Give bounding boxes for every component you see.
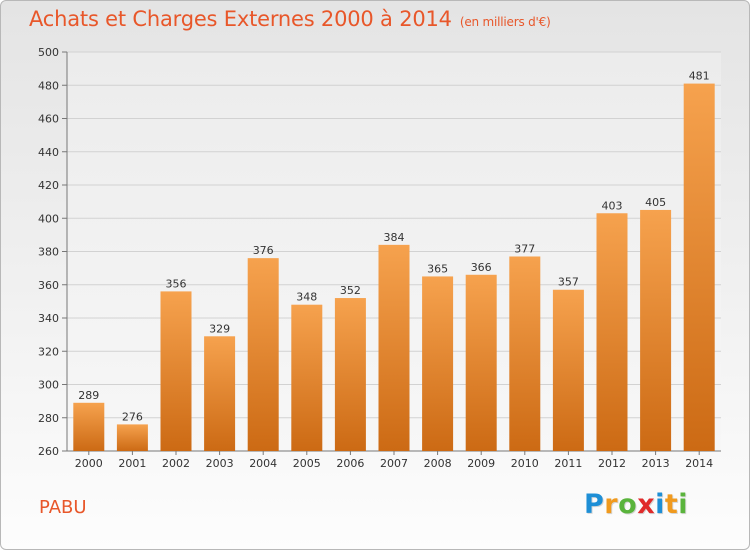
bar [116, 424, 148, 451]
bars [73, 83, 715, 452]
y-tick-label: 500 [38, 46, 59, 59]
x-tick-label: 2000 [75, 457, 103, 470]
bar [204, 336, 236, 451]
x-tick-label: 2004 [249, 457, 277, 470]
data-label: 366 [471, 261, 492, 274]
x-tick-label: 2001 [118, 457, 146, 470]
x-axis: 2000 2001 2002 2003 2004 2005 2006 2007 2008 2009… [75, 451, 713, 470]
data-label: 365 [427, 262, 448, 275]
y-tick-label: 480 [38, 79, 59, 92]
x-tick-label: 2010 [511, 457, 539, 470]
data-label: 329 [209, 322, 230, 335]
x-tick-label: 2011 [554, 457, 582, 470]
data-label: 377 [514, 242, 535, 255]
x-tick-label: 2009 [467, 457, 495, 470]
x-tick-label: 2002 [162, 457, 190, 470]
data-label: 276 [122, 410, 143, 423]
y-tick-label: 440 [38, 146, 59, 159]
brand-letter: o [618, 489, 638, 520]
chart-title: Achats et Charges Externes 2000 à 2014 (e… [29, 7, 551, 31]
bar [291, 304, 323, 451]
y-axis: 260 280 300 320 340 360 380 400 420 440 460 480 500 [38, 46, 721, 458]
data-label: 376 [253, 244, 274, 257]
data-label: 405 [645, 196, 666, 209]
bar [509, 256, 541, 451]
brand-letter: r [604, 489, 619, 520]
bar [683, 83, 715, 452]
data-label: 352 [340, 284, 361, 297]
chart-title-text: Achats et Charges Externes 2000 à 2014 [29, 7, 452, 31]
y-tick-label: 460 [38, 113, 59, 126]
y-tick-label: 260 [38, 445, 59, 458]
bar [596, 213, 628, 451]
data-label: 289 [78, 389, 99, 402]
y-tick-label: 280 [38, 412, 59, 425]
brand-letter: i [678, 489, 689, 520]
bar [465, 274, 497, 451]
y-tick-label: 300 [38, 379, 59, 392]
y-tick-label: 320 [38, 345, 59, 358]
y-tick-label: 420 [38, 179, 59, 192]
bar [73, 402, 105, 451]
data-label: 384 [384, 231, 405, 244]
bar [378, 244, 410, 451]
bar [552, 289, 584, 451]
data-label: 348 [296, 291, 317, 304]
value-labels: 289 276 356 329 376 348 352 384 365 366 377 357 403 4… [78, 70, 709, 424]
x-tick-label: 2012 [598, 457, 626, 470]
x-tick-label: 2014 [685, 457, 713, 470]
brand-letter: P [584, 489, 605, 520]
bar [640, 209, 672, 451]
y-tick-label: 400 [38, 212, 59, 225]
x-tick-label: 2006 [336, 457, 364, 470]
y-tick-label: 340 [38, 312, 59, 325]
data-label: 357 [558, 276, 579, 289]
x-tick-label: 2008 [424, 457, 452, 470]
x-tick-label: 2013 [642, 457, 670, 470]
y-tick-label: 380 [38, 246, 59, 259]
bar [422, 276, 454, 451]
x-tick-label: 2007 [380, 457, 408, 470]
chart-subtitle: (en milliers d'€) [459, 15, 551, 29]
bar [247, 258, 279, 451]
data-label: 356 [166, 277, 187, 290]
brand-letter: t [664, 489, 679, 520]
brand-letter: x [637, 489, 656, 520]
bar [160, 291, 192, 451]
proxiti-logo: Proxiti [584, 489, 688, 520]
commune-name: PABU [39, 497, 87, 518]
data-label: 403 [602, 199, 623, 212]
x-tick-label: 2003 [206, 457, 234, 470]
bar [334, 298, 366, 451]
data-label: 481 [689, 70, 710, 83]
x-tick-label: 2005 [293, 457, 321, 470]
brand-letter: i [655, 489, 665, 520]
y-tick-label: 360 [38, 279, 59, 292]
